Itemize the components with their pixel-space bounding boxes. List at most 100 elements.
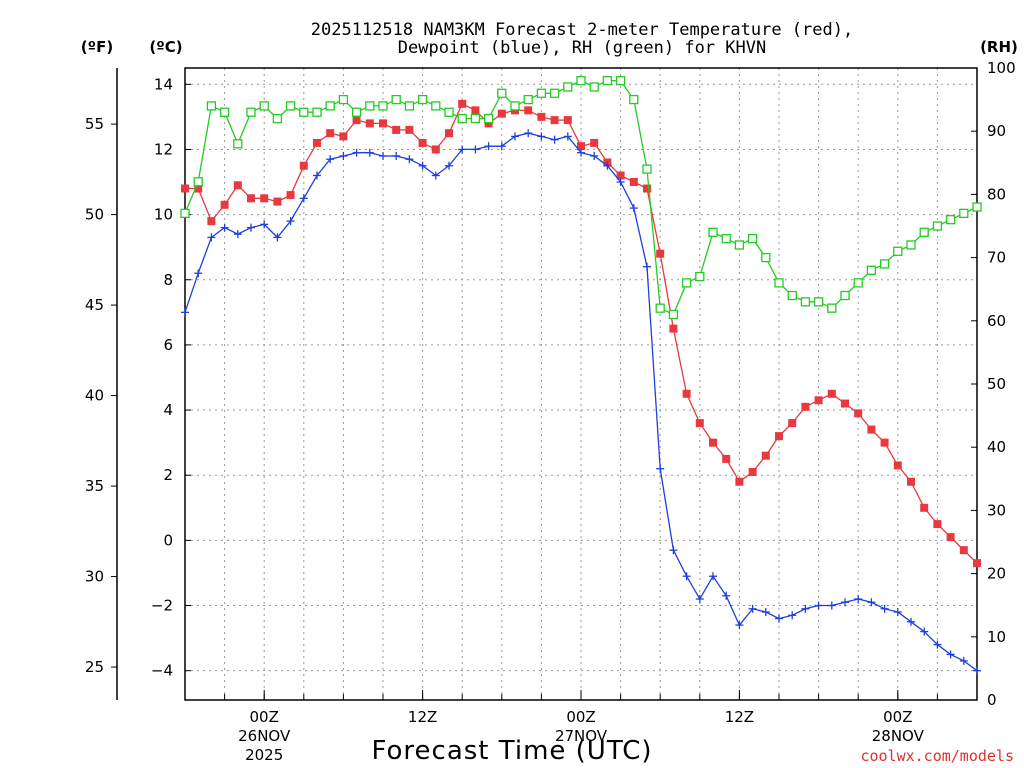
x-tick-label: 12Z	[725, 708, 754, 726]
rh-tick-label: 70	[987, 249, 1006, 267]
x-tick-date-label: 27NOV	[555, 727, 608, 745]
rh-point	[431, 101, 441, 111]
gridlines	[185, 68, 977, 700]
rh-point	[774, 278, 784, 288]
temperature-point	[431, 145, 440, 154]
temperature-point	[722, 454, 731, 463]
series-plot-area	[180, 75, 982, 675]
temperature-point	[233, 181, 242, 190]
rh-point	[417, 94, 428, 105]
dewpoint-point	[854, 595, 863, 604]
dewpoint-point	[418, 161, 427, 170]
dewpoint-point	[352, 148, 361, 157]
temperature-point	[365, 119, 374, 128]
dewpoint-point	[286, 217, 295, 226]
dewpoint-point	[814, 601, 823, 610]
temperature-point	[537, 112, 546, 121]
dewpoint-point	[735, 621, 744, 630]
rh-point	[813, 297, 824, 307]
rh-point	[893, 246, 903, 256]
x-tick-date-label: 28NOV	[872, 727, 925, 745]
temperature-point	[775, 432, 783, 441]
rh-point	[655, 303, 665, 313]
rh-point	[563, 82, 573, 92]
rh-point	[629, 94, 639, 105]
celsius-tick-label: 6	[163, 336, 173, 354]
dewpoint-point	[550, 135, 559, 144]
temperature-point	[458, 99, 467, 108]
dewpoint-point	[484, 142, 493, 151]
celsius-unit-label: (ºC)	[149, 38, 182, 56]
dewpoint-point	[656, 464, 665, 473]
series-dewpoint	[181, 129, 981, 675]
rh-point	[285, 101, 296, 111]
dewpoint-point	[920, 627, 929, 636]
dewpoint-point	[827, 601, 836, 610]
axes: 14121086420−2−45550454035302510090807060…	[85, 59, 1016, 764]
rh-point	[879, 259, 890, 269]
dewpoint-point	[365, 148, 374, 157]
celsius-tick-label: −4	[151, 662, 173, 680]
rh-point	[972, 202, 982, 212]
dewpoint-point	[458, 145, 467, 154]
rh-point	[800, 297, 811, 307]
celsius-tick-label: 14	[154, 75, 173, 93]
temperature-point	[313, 138, 321, 147]
temperature-point	[893, 461, 902, 470]
rh-point	[853, 278, 863, 288]
rh-point	[444, 107, 454, 117]
temperature-point	[959, 546, 968, 555]
rh-point	[668, 309, 679, 320]
temperature-point	[907, 477, 915, 486]
dewpoint-point	[511, 132, 519, 141]
rh-point	[827, 303, 837, 313]
rh-point	[549, 88, 560, 98]
celsius-tick-label: 12	[154, 140, 173, 158]
dewpoint-point	[946, 650, 955, 659]
dewpoint-point	[933, 640, 942, 649]
temperature-point	[616, 171, 625, 180]
temperature-point	[181, 184, 189, 193]
x-tick-label: 00Z	[566, 708, 595, 726]
dewpoint-point	[973, 666, 981, 675]
temperature-point	[299, 161, 308, 170]
fahrenheit-tick-label: 40	[85, 387, 104, 405]
temperature-point	[445, 129, 453, 138]
dewpoint-point	[629, 204, 638, 213]
rh-point	[695, 271, 705, 282]
temperature-point	[735, 477, 744, 486]
fahrenheit-tick-label: 50	[85, 206, 104, 224]
rh-tick-label: 10	[987, 628, 1006, 646]
dewpoint-point	[761, 608, 770, 617]
fahrenheit-tick-label: 25	[85, 658, 104, 676]
rh-tick-label: 40	[987, 438, 1006, 456]
temperature-point	[920, 503, 929, 512]
dewpoint-point	[445, 161, 453, 170]
dewpoint-point	[616, 178, 625, 187]
rh-point	[180, 208, 190, 219]
rh-point	[233, 139, 243, 149]
temperature-point	[656, 249, 665, 258]
temperature-point	[550, 116, 559, 125]
dewpoint-point	[867, 598, 876, 607]
dewpoint-point	[405, 155, 414, 164]
temperature-point	[669, 324, 678, 333]
rh-tick-label: 80	[987, 185, 1006, 203]
temperature-point	[392, 125, 401, 134]
dewpoint-point	[748, 604, 757, 613]
rh-point	[866, 265, 877, 275]
temperature-point	[497, 109, 506, 118]
celsius-tick-label: 8	[163, 271, 173, 289]
dewpoint-point	[471, 145, 480, 154]
dewpoint-point	[577, 148, 585, 157]
rh-point	[483, 113, 494, 124]
rh-point	[312, 107, 322, 117]
dewpoint-point	[273, 233, 282, 242]
fahrenheit-tick-label: 45	[85, 296, 104, 314]
dewpoint-point	[643, 262, 651, 271]
temperature-point	[286, 191, 295, 200]
rh-point	[404, 101, 415, 111]
fahrenheit-unit-label: (ºF)	[81, 38, 113, 56]
rh-point	[589, 82, 599, 92]
dewpoint-point	[233, 230, 242, 239]
